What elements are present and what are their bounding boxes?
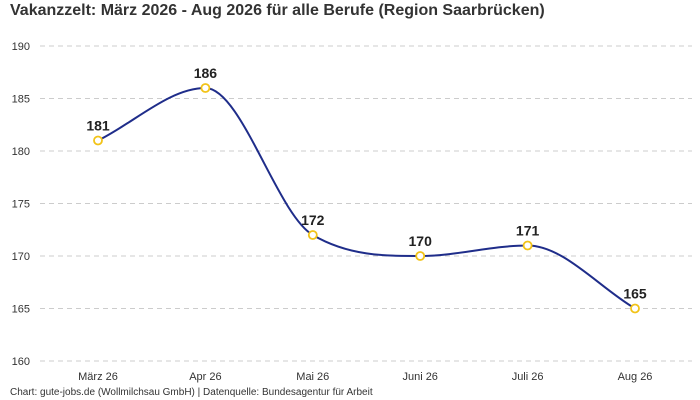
data-point <box>415 251 426 261</box>
x-tick-label: Juli 26 <box>512 371 544 383</box>
y-tick-label: 170 <box>12 251 30 263</box>
y-tick-label: 165 <box>12 304 30 316</box>
data-point <box>307 230 318 240</box>
x-tick-label: März 26 <box>78 371 118 383</box>
chart-source-note: Chart: gute-jobs.de (Wollmilchsau GmbH) … <box>10 387 373 398</box>
data-label: 171 <box>516 223 540 239</box>
data-label: 172 <box>301 212 325 228</box>
y-tick-label: 180 <box>12 146 30 158</box>
x-tick-label: Apr 26 <box>189 371 221 383</box>
data-label: 186 <box>194 65 218 81</box>
x-axis-ticks: März 26 Apr 26 Mai 26 Juni 26 Juli 26 Aug 26 <box>78 371 652 383</box>
y-axis-ticks: 160 165 170 175 180 185 190 <box>12 41 30 368</box>
x-tick-label: Aug 26 <box>618 371 653 383</box>
data-points <box>93 83 640 314</box>
data-labels: 181 186 172 170 171 165 <box>86 65 647 302</box>
gridlines <box>40 45 692 362</box>
chart-title: Vakanzzelt: März 2026 - Aug 2026 für all… <box>10 2 545 19</box>
y-tick-label: 190 <box>12 41 30 53</box>
y-tick-label: 185 <box>12 94 30 106</box>
series-line <box>97 86 636 310</box>
data-label: 165 <box>623 286 647 302</box>
data-point <box>630 303 640 314</box>
x-tick-label: Mai 26 <box>296 371 329 383</box>
y-tick-label: 175 <box>12 199 30 211</box>
data-point <box>200 83 211 93</box>
data-point <box>522 240 533 251</box>
data-label: 181 <box>86 118 110 134</box>
y-tick-label: 160 <box>12 356 30 368</box>
data-label: 170 <box>409 233 433 249</box>
data-point <box>93 135 103 146</box>
x-tick-label: Juni 26 <box>402 371 437 383</box>
